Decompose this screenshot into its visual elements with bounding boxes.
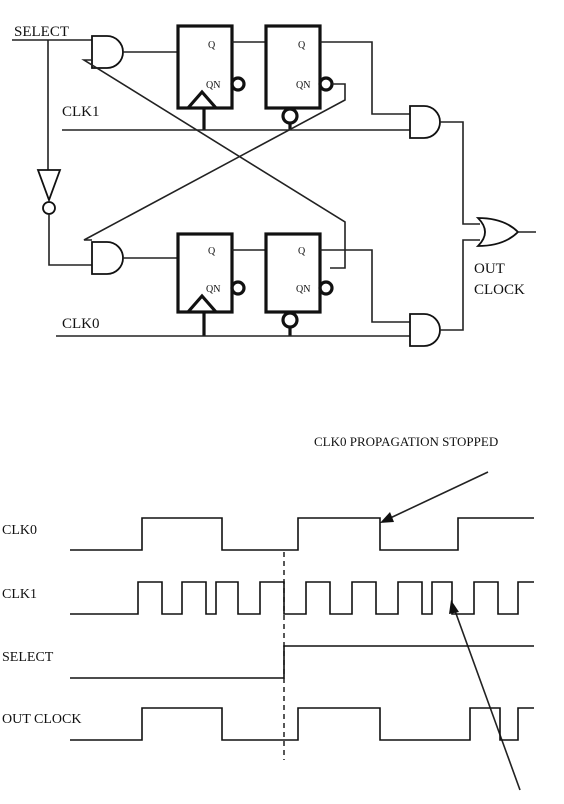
schematic: SELECT Q QN Q QN CLK1 [12, 24, 536, 347]
timing-diagram: CLK0 PROPAGATION STOPPED CLK0 CLK1 SELEC… [2, 434, 534, 791]
annotation-arrowhead [380, 512, 394, 523]
waveform-select [70, 645, 534, 679]
bottom-ff2-clk-bubble [281, 311, 299, 329]
row-label-clk0: CLK0 [2, 523, 37, 538]
top-ff2-qn: QN [296, 80, 310, 91]
bottom-ff2-q: Q [298, 246, 306, 257]
row-label-out-clock: OUT CLOCK [2, 712, 81, 727]
top-ff1-qn-bubble [230, 76, 246, 92]
waveform-clk0 [70, 517, 534, 551]
top-ff1-qn: QN [206, 80, 220, 91]
annotation-label: CLK0 PROPAGATION STOPPED [314, 434, 498, 449]
or-gate [475, 217, 520, 247]
inverter-out-wire [48, 214, 92, 266]
top-ff2 [264, 24, 322, 110]
top-ff1-clock [186, 89, 218, 110]
lower-arrowhead [449, 600, 459, 614]
clk0-label: CLK0 [62, 316, 100, 332]
clk1-label: CLK1 [62, 104, 100, 120]
bottom-ff1-clock [186, 293, 218, 314]
select-label: SELECT [14, 24, 69, 40]
cross-wire-b [83, 83, 346, 241]
bottom-ff1-q: Q [208, 246, 216, 257]
top-output-and-gate [409, 105, 441, 139]
row-label-select: SELECT [2, 650, 54, 665]
bottom-ff2-q-wire [320, 249, 410, 323]
inverter-bubble [42, 201, 56, 215]
top-ff2-clk-bubble [281, 107, 299, 125]
bottom-output-wire [440, 239, 480, 331]
waveform-out-clock [70, 707, 534, 741]
top-ff1-q: Q [208, 40, 216, 51]
bottom-ff2 [264, 232, 322, 314]
top-ff2-qn-bubble [318, 76, 334, 92]
top-output-wire [440, 121, 480, 225]
bottom-ff1-qn-bubble [230, 280, 246, 296]
bottom-and-gate [91, 241, 124, 275]
top-ff2-q-wire [320, 41, 410, 115]
bottom-output-and-gate [409, 313, 441, 347]
waveform-clk1 [70, 581, 534, 615]
row-label-clk1: CLK1 [2, 587, 37, 602]
bottom-ff2-qn-bubble [318, 280, 334, 296]
inverter-gate [36, 169, 62, 203]
out-label-line2: CLOCK [474, 282, 525, 298]
bottom-ff1-qn: QN [206, 284, 220, 295]
out-label-line1: OUT [474, 261, 505, 277]
top-ff2-q: Q [298, 40, 306, 51]
annotation-arrow-line [385, 471, 489, 521]
cross-wire-a [81, 59, 346, 269]
top-and-gate [91, 35, 124, 69]
bottom-ff2-qn: QN [296, 284, 310, 295]
lower-arrow-line [453, 607, 521, 791]
